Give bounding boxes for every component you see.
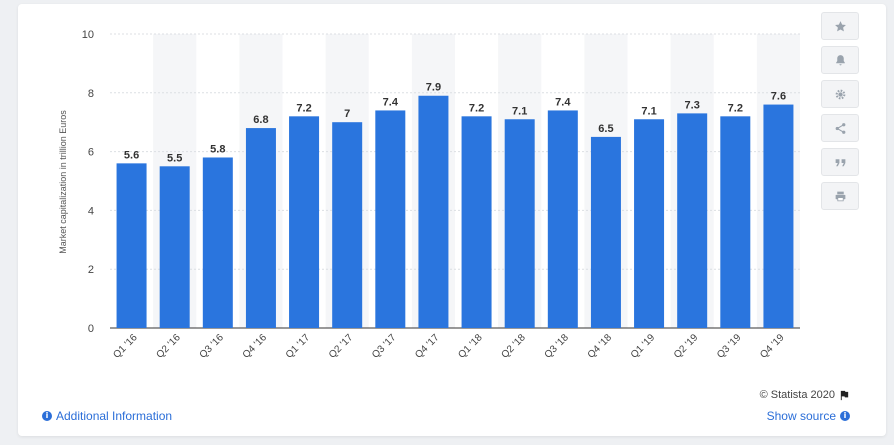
data-label: 5.5 [167, 152, 182, 164]
data-label: 7.9 [426, 82, 441, 94]
print-icon [835, 191, 845, 201]
y-tick-label: 6 [88, 147, 94, 159]
x-tick-label: Q4 '17 [413, 332, 442, 361]
data-label: 7.2 [728, 102, 743, 114]
data-label: 7.1 [641, 105, 656, 117]
info-icon: i [840, 411, 850, 421]
x-tick-label: Q1 '17 [284, 332, 313, 361]
bar[interactable] [375, 110, 406, 328]
copyright-notice: © Statista 2020 [760, 389, 850, 401]
data-label: 7.2 [296, 102, 311, 114]
data-label: 5.8 [210, 143, 225, 155]
data-label: 5.6 [124, 149, 139, 161]
x-tick-label: Q1 '18 [456, 332, 485, 361]
bar[interactable] [289, 116, 320, 328]
x-tick-label: Q4 '19 [758, 332, 787, 361]
bars [116, 95, 794, 329]
copyright-text: © Statista 2020 [759, 389, 835, 401]
settings-button[interactable] [821, 80, 859, 108]
data-label: 7.3 [685, 99, 700, 111]
bar[interactable] [202, 157, 233, 328]
x-tick-label: Q2 '18 [499, 332, 528, 361]
y-tick-label: 0 [88, 323, 94, 335]
bar[interactable] [720, 116, 751, 328]
bar[interactable] [504, 119, 535, 328]
bar[interactable] [590, 136, 621, 328]
data-label: 7 [344, 108, 350, 120]
share-button[interactable] [821, 114, 859, 142]
quote-icon [835, 158, 845, 166]
x-tick-label: Q4 '16 [241, 332, 270, 361]
bar[interactable] [547, 110, 578, 328]
data-labels: 5.6 5.5 5.8 6.8 7.2 7 7.4 7.9 7.2 7.1 7.4 6.5 7.1 7.3… [124, 82, 786, 165]
share-icon [835, 122, 845, 134]
notification-button[interactable] [821, 46, 859, 74]
cite-button[interactable] [821, 148, 859, 176]
favorite-button[interactable] [821, 12, 859, 40]
data-label: 7.1 [512, 105, 527, 117]
show-source-label: Show source [766, 409, 836, 423]
x-tick-label: Q3 '19 [715, 332, 744, 361]
bar[interactable] [116, 163, 147, 328]
star-icon [834, 20, 846, 31]
x-tick-label: Q3 '17 [370, 332, 399, 361]
gear-icon [835, 89, 845, 99]
y-tick-label: 8 [88, 88, 94, 100]
bell-icon [835, 54, 845, 65]
data-label: 7.4 [383, 96, 399, 108]
info-icon: i [42, 411, 52, 421]
bar[interactable] [159, 166, 190, 328]
x-tick-label: Q1 '16 [111, 332, 140, 361]
data-label: 6.5 [598, 123, 613, 135]
x-tick-label: Q1 '19 [629, 332, 658, 361]
bar[interactable] [332, 122, 363, 328]
print-button[interactable] [821, 182, 859, 210]
y-axis-label: Market capitalization in trillion Euros [58, 110, 68, 254]
x-tick-label: Q2 '19 [672, 332, 701, 361]
x-axis-ticks: Q1 '16 Q2 '16 Q3 '16 Q4 '16 Q1 '17 Q2 '17 Q3 '… [111, 332, 787, 361]
x-tick-label: Q2 '16 [154, 332, 183, 361]
bar[interactable] [461, 116, 492, 328]
bar[interactable] [677, 113, 708, 328]
flag-icon[interactable] [839, 390, 850, 401]
additional-information-link[interactable]: i Additional Information [42, 409, 172, 423]
data-label: 7.4 [555, 96, 571, 108]
bar[interactable] [245, 128, 276, 328]
x-tick-label: Q3 '16 [198, 332, 227, 361]
y-tick-label: 4 [88, 205, 94, 217]
show-source-link[interactable]: Show source i [767, 409, 850, 423]
x-tick-label: Q4 '18 [586, 332, 615, 361]
y-axis-ticks: 0 2 4 6 8 10 [82, 29, 94, 335]
additional-information-label: Additional Information [56, 409, 173, 423]
y-tick-label: 2 [88, 264, 94, 276]
bar[interactable] [418, 95, 449, 329]
bar[interactable] [763, 104, 794, 328]
bar[interactable] [634, 119, 665, 328]
x-tick-label: Q3 '18 [543, 332, 572, 361]
x-tick-label: Q2 '17 [327, 332, 356, 361]
data-label: 7.2 [469, 102, 484, 114]
y-tick-label: 10 [82, 29, 94, 41]
data-label: 7.6 [771, 91, 786, 103]
data-label: 6.8 [253, 114, 268, 126]
